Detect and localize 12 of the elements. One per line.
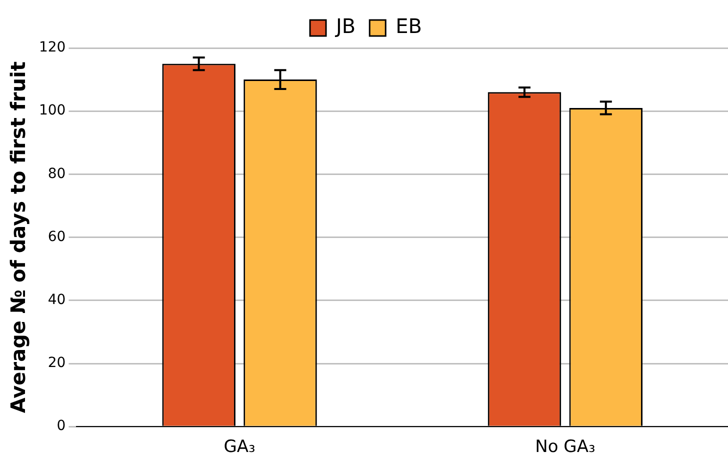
y-tick-label: 120 <box>38 40 66 56</box>
x-tick-label: No GA₃ <box>535 437 596 458</box>
x-tick-label: GA₃ <box>224 437 256 458</box>
y-tick-label: 0 <box>56 418 66 434</box>
y-tick-label: 40 <box>48 292 66 308</box>
y-tick-label: 60 <box>48 228 66 245</box>
y-tick-label: 80 <box>48 166 66 182</box>
y-tick-label: 100 <box>38 102 66 119</box>
y-axis-title: Average № of days to first fruit <box>6 61 30 414</box>
y-tick-label: 20 <box>48 355 66 372</box>
legend-label: EB <box>396 14 422 38</box>
legend-label: JB <box>334 14 356 38</box>
